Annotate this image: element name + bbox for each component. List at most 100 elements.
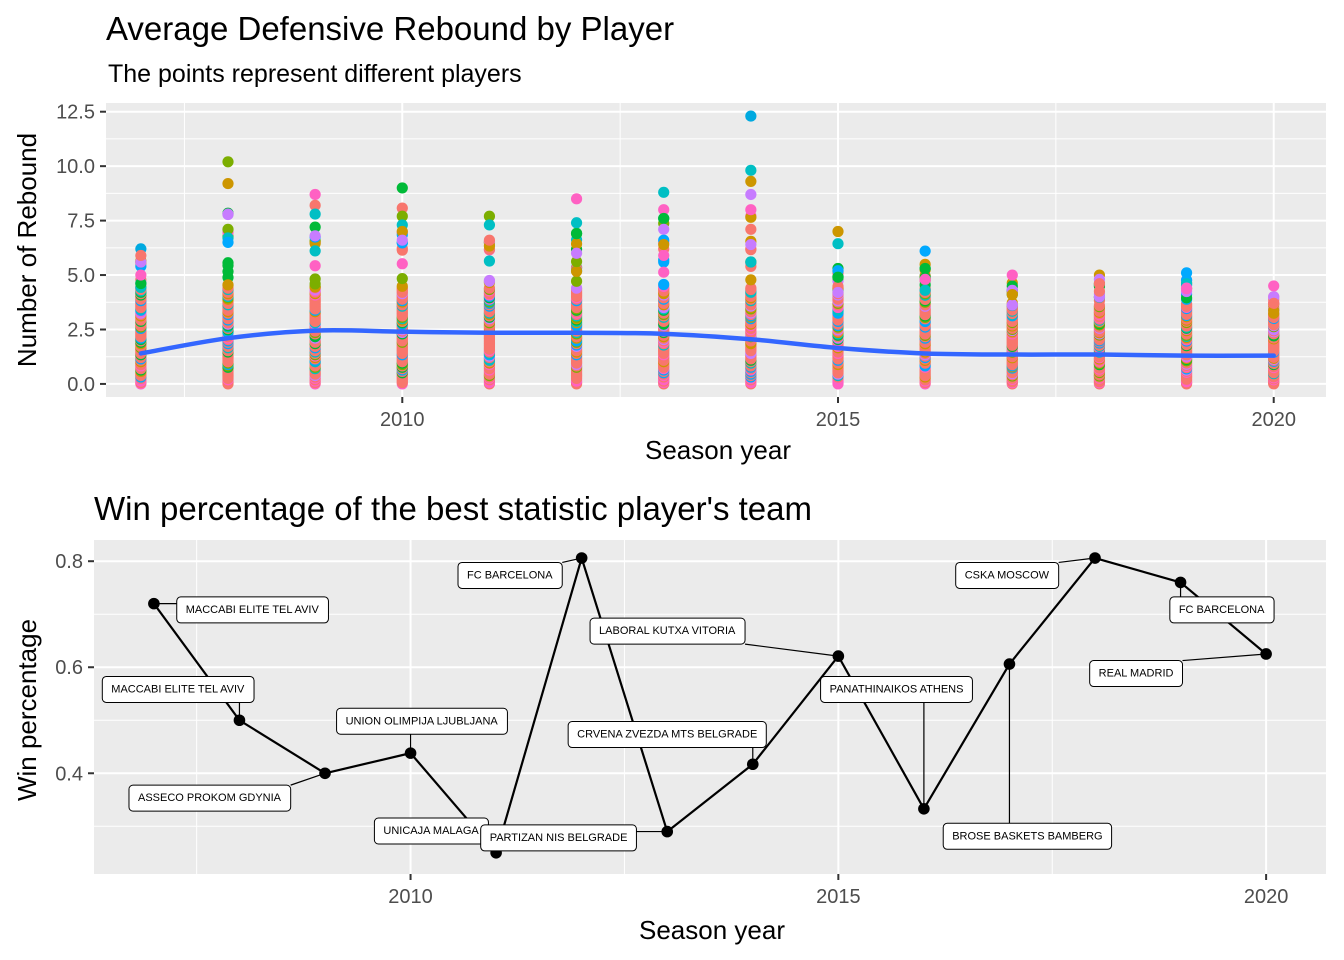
rebound-point <box>745 238 757 251</box>
rebound-point <box>658 249 670 261</box>
team-label-text: LABORAL KUTXA VITORIA <box>599 625 736 637</box>
team-label: MACCABI ELITE TEL AVIV <box>176 596 329 624</box>
team-label: PARTIZAN NIS BELGRADE <box>480 824 637 852</box>
team-label-text: FC BARCELONA <box>1179 604 1265 616</box>
rebound-point <box>832 225 844 238</box>
rebound-point <box>745 223 757 235</box>
rebound-point <box>1180 282 1193 294</box>
rebound-point <box>396 225 408 238</box>
team-label-connector <box>290 772 326 786</box>
rebound-point <box>570 228 583 240</box>
team-label-box <box>820 675 973 703</box>
rebound-point <box>222 236 234 248</box>
rebound-point <box>309 208 321 220</box>
rebound-point <box>309 230 321 242</box>
rebound-point <box>396 258 408 270</box>
rebound-smooth-line <box>138 327 1276 358</box>
rebound-point <box>919 245 931 257</box>
rebound-point <box>396 182 408 194</box>
rebound-point <box>1093 278 1106 290</box>
team-label-box <box>128 784 292 812</box>
team-label-connector <box>562 557 582 564</box>
rebound-point <box>135 269 147 281</box>
rebound-point <box>1268 280 1280 292</box>
rebound-point <box>745 164 757 176</box>
y-tick-label: 7.5 <box>67 211 95 233</box>
rebound-point <box>309 199 321 211</box>
team-label-text: CRVENA ZVEZDA MTS BELGRADE <box>577 729 757 741</box>
rebound-point <box>745 110 757 122</box>
rebound-point <box>570 275 583 287</box>
rebound-point <box>483 234 496 246</box>
team-label-box <box>1169 596 1275 624</box>
team-label: MACCABI ELITE TEL AVIV <box>101 675 255 703</box>
team-label-box <box>1089 660 1184 688</box>
team-label-box <box>589 617 746 645</box>
team-label-box <box>955 561 1060 589</box>
x-tick-label: 2015 <box>816 409 861 431</box>
rebound-point <box>483 219 496 231</box>
y-tick-label: 0.0 <box>67 374 95 396</box>
x-tick-label: 2020 <box>1244 886 1289 908</box>
y-tick-label: 12.5 <box>56 102 95 124</box>
rebound-point <box>222 223 234 235</box>
rebound-point <box>919 284 931 296</box>
win-plot-panel <box>94 540 1326 874</box>
x-tick-label: 2010 <box>380 409 425 431</box>
team-label: BROSE BASKETS BAMBERG <box>942 822 1113 850</box>
rebound-point <box>570 193 583 205</box>
rebound-chart-title: Average Defensive Rebound by Player <box>106 10 674 47</box>
team-label-text: PARTIZAN NIS BELGRADE <box>490 832 628 844</box>
rebound-point <box>658 266 670 278</box>
rebound-point <box>309 260 321 272</box>
rebound-point <box>745 175 757 187</box>
rebound-point <box>396 272 408 285</box>
rebound-point <box>483 274 496 287</box>
team-label-box <box>101 675 255 703</box>
rebound-point <box>658 186 670 198</box>
rebound-point <box>570 265 583 277</box>
team-labels: MACCABI ELITE TEL AVIV MACCABI ELITE TEL … <box>101 557 1275 854</box>
rebound-point <box>222 177 234 190</box>
team-label-box <box>480 824 637 852</box>
rebound-point <box>919 262 931 275</box>
team-label-text: UNION OLIMPIJA LJUBLJANA <box>346 715 499 727</box>
rebound-point <box>135 249 147 262</box>
rebound-point <box>222 279 234 291</box>
rebound-point <box>832 238 844 250</box>
x-tick-label: 2015 <box>816 886 861 908</box>
rebound-point <box>396 202 408 214</box>
team-label-box <box>457 561 563 589</box>
win-percentage-chart: Win percentage of the best statistic pla… <box>12 490 1326 945</box>
y-tick-label: 5.0 <box>67 265 95 287</box>
rebound-points <box>135 110 1280 390</box>
win-chart-title: Win percentage of the best statistic pla… <box>94 490 812 527</box>
rebound-point <box>396 210 408 222</box>
rebound-point <box>658 278 670 291</box>
team-label: ASSECO PROKOM GDYNIA <box>128 784 292 812</box>
rebound-chart-subtitle: The points represent different players <box>108 60 522 88</box>
rebound-point <box>832 271 844 283</box>
rebound-point <box>1006 299 1018 311</box>
y-tick-label: 2.5 <box>67 319 95 341</box>
rebound-point <box>309 221 321 233</box>
team-label: CSKA MOSCOW <box>955 561 1060 589</box>
win-y-axis-ticks: 0.4 0.6 0.8 <box>55 551 94 785</box>
rebound-point <box>222 259 234 272</box>
team-label-text: BROSE BASKETS BAMBERG <box>952 830 1102 842</box>
rebound-point <box>1180 267 1193 279</box>
rebound-x-axis-ticks: 2010 2015 2020 <box>380 397 1296 431</box>
team-label: CRVENA ZVEZDA MTS BELGRADE <box>567 721 767 749</box>
team-label: FC BARCELONA <box>1169 596 1275 624</box>
team-label-box <box>176 596 329 624</box>
y-tick-label: 0.8 <box>55 551 83 573</box>
team-label: PANATHINAIKOS ATHENS <box>820 675 973 703</box>
rebound-point <box>570 238 583 250</box>
rebound-chart: Average Defensive Rebound by Player The … <box>12 10 1326 465</box>
rebound-point <box>309 245 321 257</box>
x-tick-label: 2010 <box>388 886 433 908</box>
rebound-point <box>658 212 670 225</box>
rebound-point <box>222 208 234 220</box>
rebound-point <box>396 234 408 246</box>
